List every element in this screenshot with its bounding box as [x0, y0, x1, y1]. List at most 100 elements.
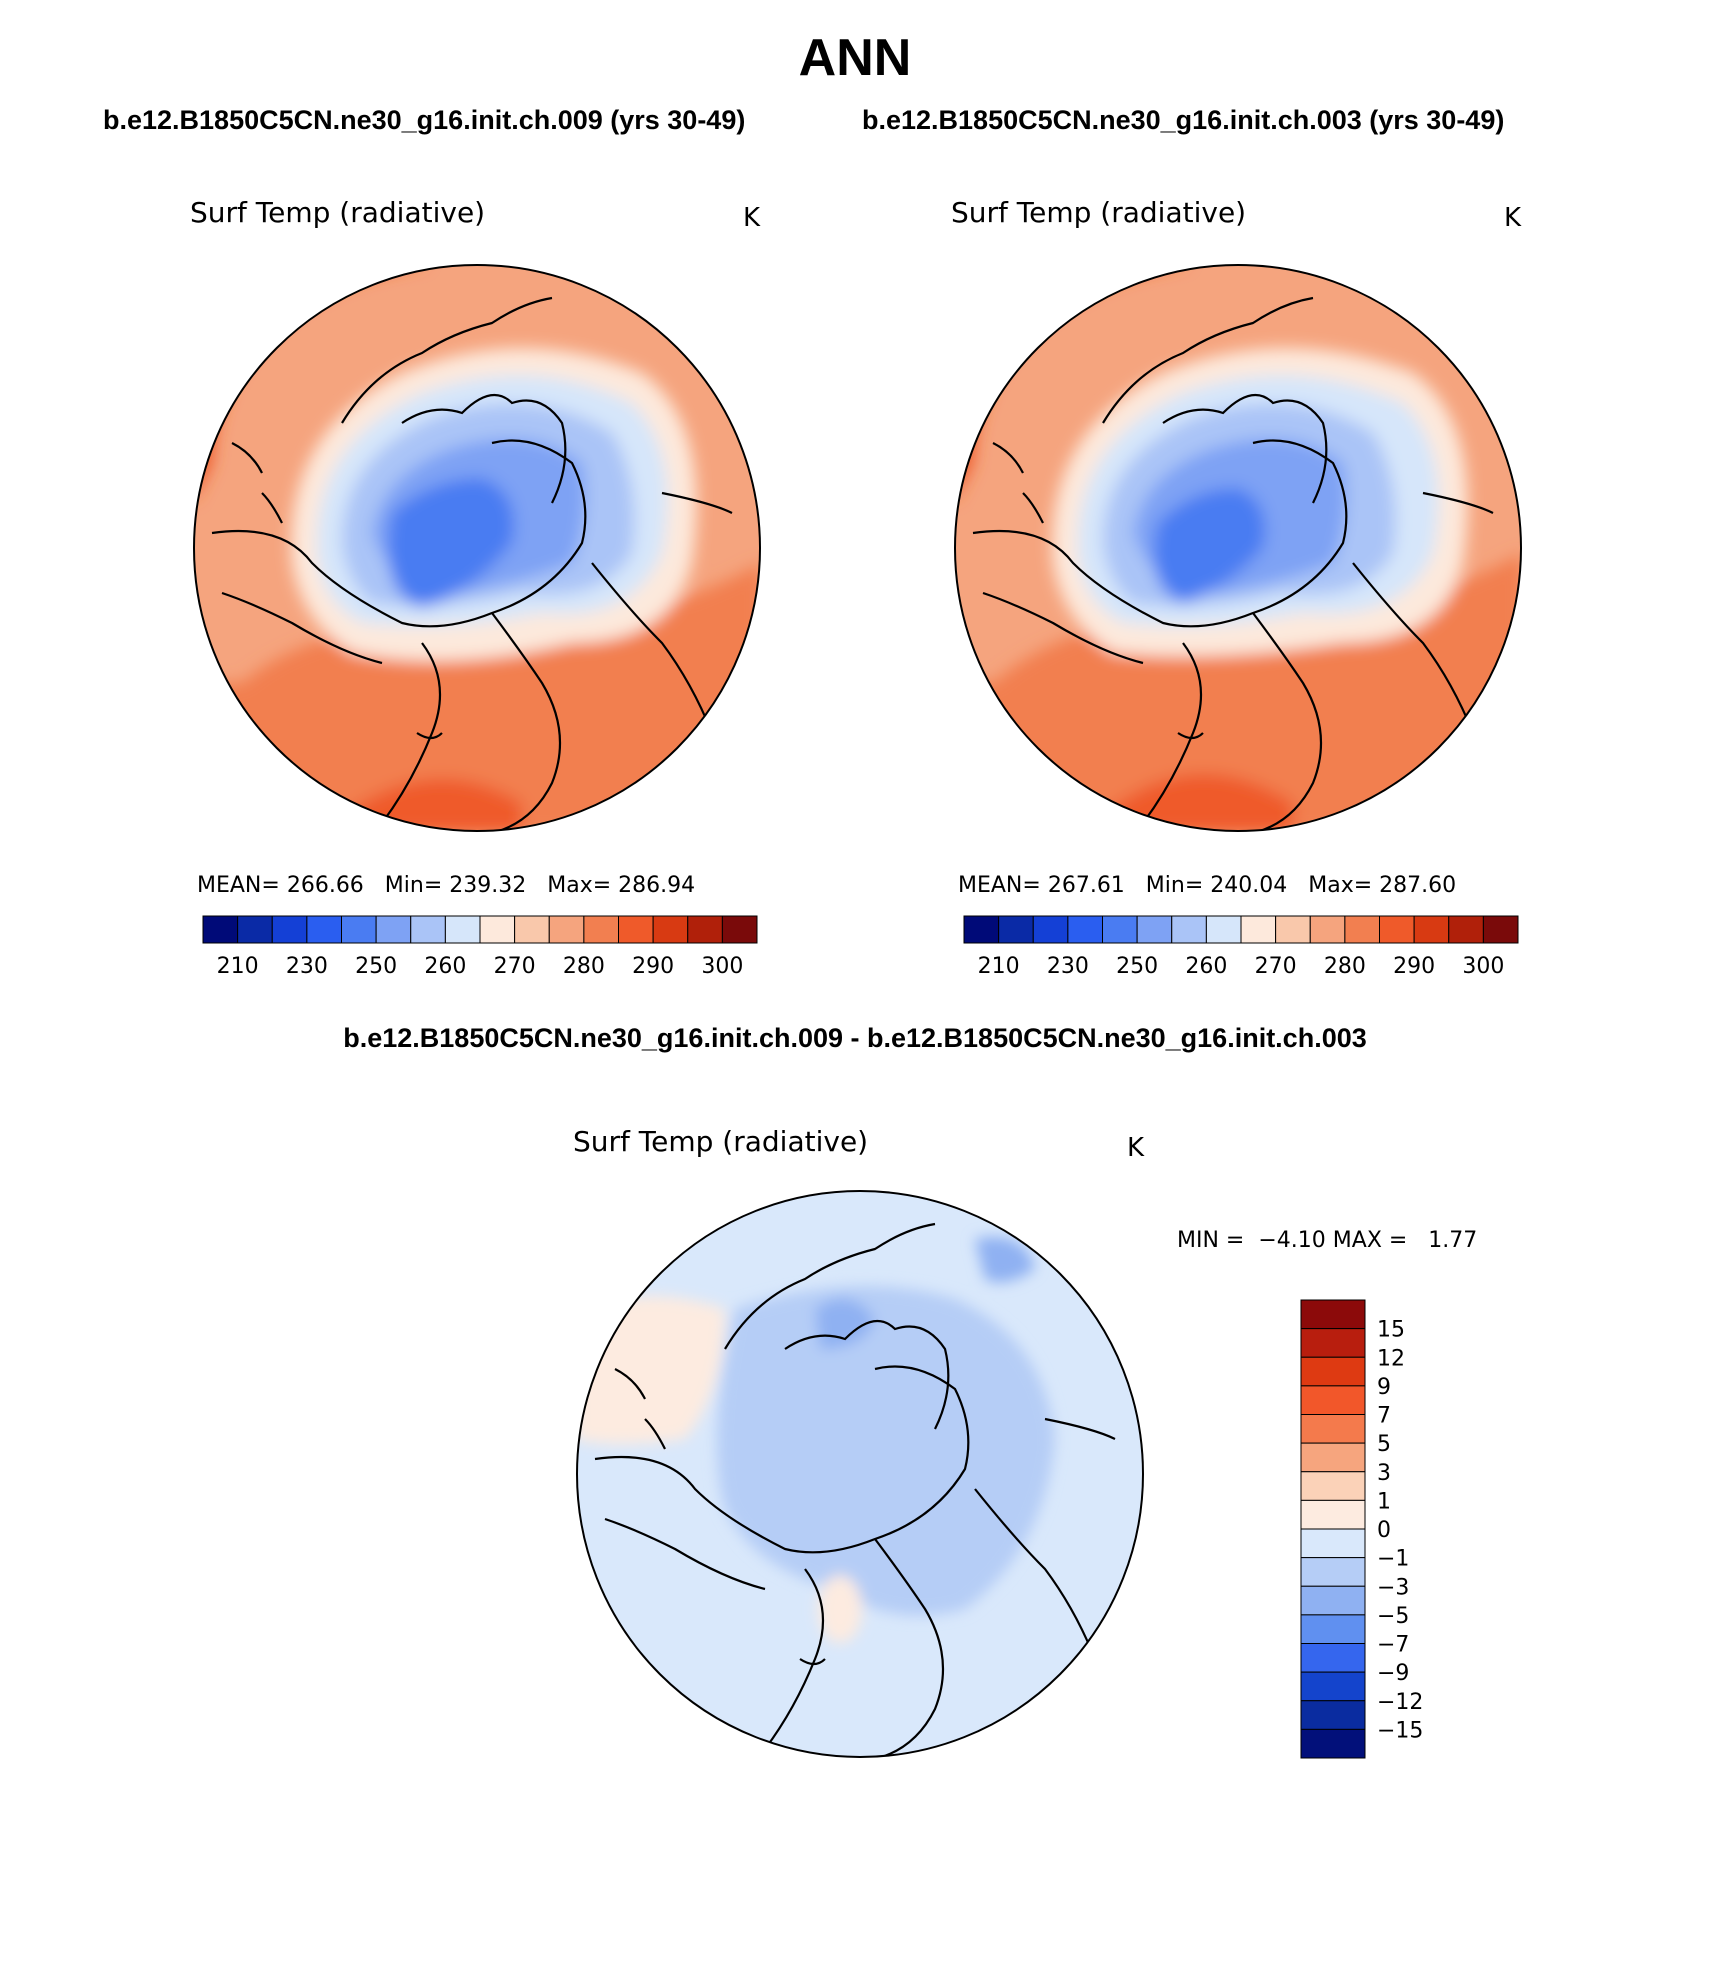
colorbar-tick-label: 210 [978, 954, 1020, 979]
colorbar-tick-label: 230 [286, 954, 328, 979]
panel1-max-label: Max= [547, 873, 612, 898]
panel2-coastlines [972, 296, 1494, 831]
colorbar-tick-label: 15 [1377, 1318, 1405, 1343]
colorbar-swatch [963, 915, 1000, 944]
colorbar-tick-label: 250 [355, 954, 397, 979]
panel3-title: Surf Temp (radiative) [573, 1125, 869, 1158]
colorbar-tick-label: 5 [1377, 1432, 1391, 1457]
colorbar-swatch [1032, 915, 1069, 944]
panel1-mean: 266.66 [286, 873, 364, 898]
panel1-title: Surf Temp (radiative) [190, 196, 486, 229]
panel3-band-minus3-b [975, 1237, 1035, 1283]
colorbar-tick-label: 7 [1377, 1404, 1391, 1429]
colorbar-swatch [1171, 915, 1207, 944]
colorbar-swatch [1300, 1385, 1366, 1415]
panel1-colorbar: 210 230 250 260 270 280 290 300 [202, 915, 758, 979]
panel3-units: K [1127, 1133, 1145, 1163]
panel1-map-border [193, 264, 761, 832]
colorbar-tick-label: −5 [1377, 1604, 1409, 1629]
colorbar-swatch [1300, 1328, 1366, 1358]
colorbar-swatch [514, 915, 550, 944]
colorbar-swatch [1300, 1356, 1366, 1387]
panel3-min: −4.10 [1258, 1228, 1326, 1253]
colorbar-swatch [1205, 915, 1242, 944]
colorbar-swatch [721, 915, 758, 944]
colorbar-tick-label: 300 [701, 954, 743, 979]
colorbar-swatch [1413, 915, 1450, 944]
panel2-min: 240.04 [1210, 873, 1288, 898]
panel3-map-border [576, 1190, 1144, 1758]
colorbar-swatch [687, 915, 723, 944]
colorbar-swatch [1300, 1471, 1366, 1501]
colorbar-swatch [1275, 915, 1311, 944]
panel3-colorbar: 15 12 9 7 5 3 1 0 −1 −3 −5 −7 −9 −12 −15 [1300, 1299, 1423, 1759]
colorbar-swatch [1300, 1528, 1366, 1559]
colorbar-swatch [998, 915, 1034, 944]
colorbar-tick-label: 12 [1377, 1346, 1405, 1371]
colorbar-swatch [1300, 1557, 1366, 1587]
colorbar-swatch [1482, 915, 1519, 944]
colorbar-swatch [1240, 915, 1277, 944]
colorbar-swatch [410, 915, 446, 944]
panel1-stats: MEAN= 266.66 Min= 239.32 Max= 286.94 [197, 873, 695, 898]
colorbar-tick-label: −1 [1377, 1547, 1409, 1572]
colorbar-swatch [1300, 1299, 1366, 1330]
colorbar-tick-label: 300 [1462, 954, 1504, 979]
colorbar-swatch [1300, 1671, 1366, 1702]
colorbar-tick-label: 1 [1377, 1489, 1391, 1514]
colorbar-tick-label: 210 [217, 954, 259, 979]
colorbar-tick-label: 290 [1393, 954, 1435, 979]
colorbar-tick-label: −9 [1377, 1661, 1409, 1686]
panel1-min: 239.32 [449, 873, 527, 898]
diff-header: b.e12.B1850C5CN.ne30_g16.init.ch.009 - b… [343, 1023, 1367, 1053]
panel1-coastlines [211, 296, 733, 831]
colorbar-swatch [618, 915, 654, 944]
panel2-stats: MEAN= 267.61 Min= 240.04 Max= 287.60 [958, 873, 1456, 898]
panel1-band-230 [388, 478, 514, 608]
panel3-stats: MIN = −4.10 MAX = 1.77 [1177, 1228, 1477, 1253]
panel3-min-label: MIN = [1177, 1228, 1245, 1253]
case2-header: b.e12.B1850C5CN.ne30_g16.init.ch.003 (yr… [862, 105, 1505, 135]
panel2-title: Surf Temp (radiative) [951, 196, 1247, 229]
colorbar-tick-label: 9 [1377, 1375, 1391, 1400]
colorbar-tick-label: 260 [424, 954, 466, 979]
panel1-mean-label: MEAN= [197, 873, 280, 898]
case1-header: b.e12.B1850C5CN.ne30_g16.init.ch.009 (yr… [103, 105, 746, 135]
panel3-band-minus1 [717, 1286, 1055, 1616]
colorbar-tick-label: 270 [1255, 954, 1297, 979]
panel2-map [954, 264, 1522, 832]
colorbar-tick-label: −3 [1377, 1575, 1409, 1600]
panel2-mean-label: MEAN= [958, 873, 1041, 898]
colorbar-swatch [1300, 1643, 1366, 1673]
colorbar-tick-label: 280 [1324, 954, 1366, 979]
colorbar-swatch [202, 915, 239, 944]
panel3-max: 1.77 [1428, 1228, 1478, 1253]
colorbar-swatch [583, 915, 619, 944]
colorbar-tick-label: 3 [1377, 1461, 1391, 1486]
panel3-positive-iceland [818, 1575, 862, 1643]
colorbar-tick-label: 260 [1185, 954, 1227, 979]
panel2-colorbar: 210 230 250 260 270 280 290 300 [963, 915, 1519, 979]
colorbar-swatch [1067, 915, 1103, 944]
panel1-max: 286.94 [618, 873, 696, 898]
colorbar-swatch [1300, 1499, 1366, 1530]
colorbar-swatch [1102, 915, 1138, 944]
panel1-units: K [743, 203, 761, 233]
panel2-max-label: Max= [1308, 873, 1373, 898]
colorbar-swatch [1300, 1585, 1366, 1616]
colorbar-tick-label: −15 [1377, 1718, 1423, 1743]
panel2-units: K [1504, 203, 1522, 233]
panel1-map [193, 264, 761, 832]
colorbar-swatch [271, 915, 308, 944]
colorbar-swatch [1448, 915, 1484, 944]
panel1-min-label: Min= [384, 873, 443, 898]
colorbar-swatch [1379, 915, 1415, 944]
colorbar-swatch [341, 915, 377, 944]
colorbar-swatch [444, 915, 481, 944]
colorbar-swatch [652, 915, 689, 944]
colorbar-tick-label: 270 [494, 954, 536, 979]
panel3-map [576, 1190, 1144, 1758]
colorbar-tick-label: −12 [1377, 1690, 1423, 1715]
colorbar-swatch [1300, 1614, 1366, 1644]
figure-title: ANN [798, 29, 912, 87]
